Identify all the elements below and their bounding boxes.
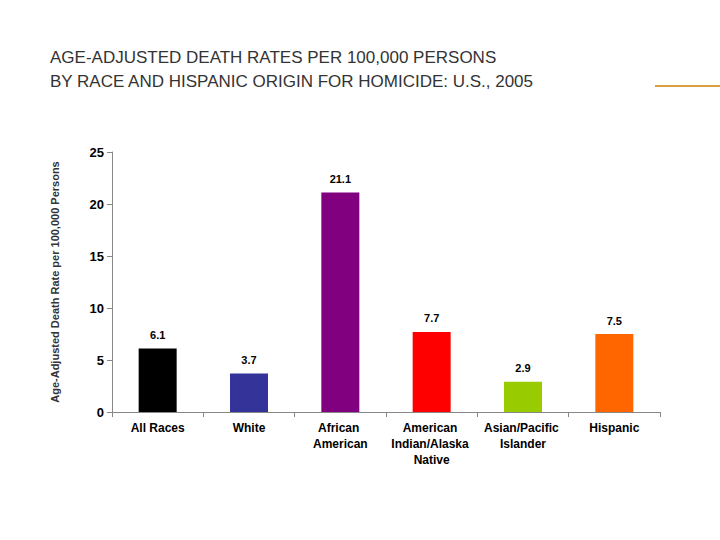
svg-text:American: American xyxy=(313,437,368,451)
svg-text:Age-Adjusted Death Rate per 10: Age-Adjusted Death Rate per 100,000 Pers… xyxy=(49,161,61,402)
svg-text:15: 15 xyxy=(90,249,104,264)
svg-text:BY RACE AND HISPANIC ORIGIN FO: BY RACE AND HISPANIC ORIGIN FOR HOMICIDE… xyxy=(50,72,533,91)
svg-text:21.1: 21.1 xyxy=(330,173,351,185)
svg-text:Islander: Islander xyxy=(500,437,546,451)
svg-text:6.1: 6.1 xyxy=(150,329,165,341)
svg-text:5: 5 xyxy=(97,353,104,368)
svg-text:7.5: 7.5 xyxy=(607,315,622,327)
svg-text:Hispanic: Hispanic xyxy=(589,421,639,435)
svg-text:White: White xyxy=(233,421,266,435)
svg-text:Asian/Pacific: Asian/Pacific xyxy=(484,421,562,435)
svg-text:American: American xyxy=(403,421,461,435)
svg-text:25: 25 xyxy=(90,145,104,160)
svg-text:0: 0 xyxy=(97,405,104,420)
svg-text:10: 10 xyxy=(90,301,104,316)
svg-text:2.9: 2.9 xyxy=(515,362,530,374)
svg-text:3.7: 3.7 xyxy=(241,354,256,366)
svg-text:20: 20 xyxy=(90,197,104,212)
svg-text:Indian/Alaska: Indian/Alaska xyxy=(391,437,472,451)
svg-text:7.7: 7.7 xyxy=(424,312,439,324)
svg-text:Native: Native xyxy=(414,453,450,467)
svg-text:African: African xyxy=(318,421,363,435)
svg-text:AGE-ADJUSTED DEATH RATES PER 1: AGE-ADJUSTED DEATH RATES PER 100,000 PER… xyxy=(50,48,496,67)
svg-text:All Races: All Races xyxy=(131,421,185,435)
